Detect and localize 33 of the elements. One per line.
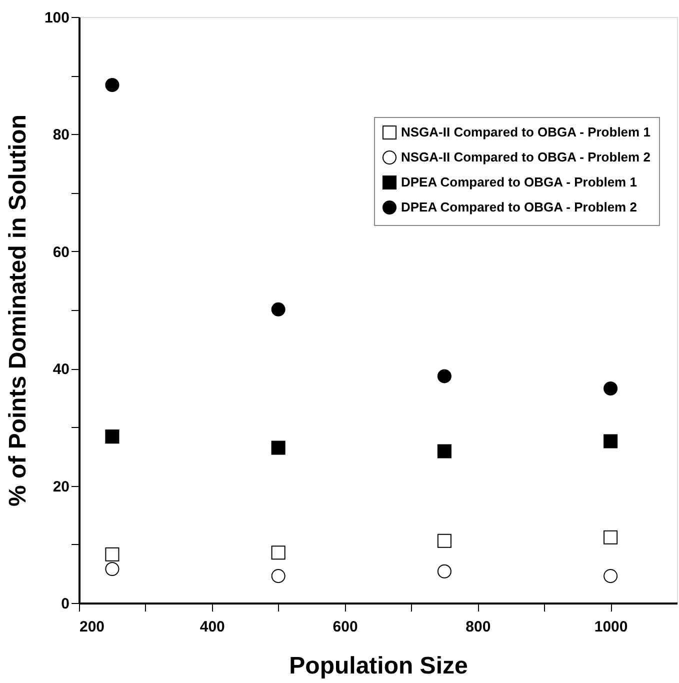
legend-label: NSGA-II Compared to OBGA - Problem 1 bbox=[401, 124, 650, 140]
y-tick-label: 0 bbox=[61, 596, 70, 612]
point bbox=[271, 569, 286, 584]
y-tick-label: 80 bbox=[52, 126, 70, 144]
y-tick-label: 60 bbox=[52, 244, 70, 261]
legend-label: NSGA-II Compared to OBGA - Problem 2 bbox=[401, 150, 650, 164]
point bbox=[604, 434, 618, 448]
point bbox=[271, 440, 286, 455]
point bbox=[105, 562, 120, 576]
y-tick-label: 100 bbox=[44, 10, 70, 26]
point bbox=[604, 569, 618, 584]
point bbox=[437, 444, 452, 458]
legend-label: DPEA Compared to OBGA - Problem 2 bbox=[401, 200, 637, 214]
point bbox=[105, 547, 120, 562]
point bbox=[604, 382, 618, 396]
x-tick-label: 1000 bbox=[594, 618, 628, 636]
point bbox=[437, 369, 452, 384]
point bbox=[105, 78, 120, 92]
x-tick-label: 200 bbox=[80, 618, 105, 636]
x-axis-title: Population Size bbox=[289, 652, 468, 680]
y-tick-label: 20 bbox=[52, 478, 70, 496]
x-tick-label: 400 bbox=[200, 618, 225, 636]
point bbox=[271, 302, 286, 316]
point bbox=[437, 564, 452, 578]
y-tick-label: 40 bbox=[52, 361, 70, 378]
x-tick-label: 800 bbox=[466, 618, 491, 636]
point bbox=[271, 546, 286, 560]
y-axis-title: % of Points Dominated in Solution bbox=[4, 114, 32, 506]
point bbox=[437, 534, 452, 548]
legend-label: DPEA Compared to OBGA - Problem 1 bbox=[401, 174, 637, 190]
x-tick-label: 600 bbox=[332, 618, 358, 636]
point bbox=[105, 430, 120, 444]
point bbox=[604, 530, 618, 544]
